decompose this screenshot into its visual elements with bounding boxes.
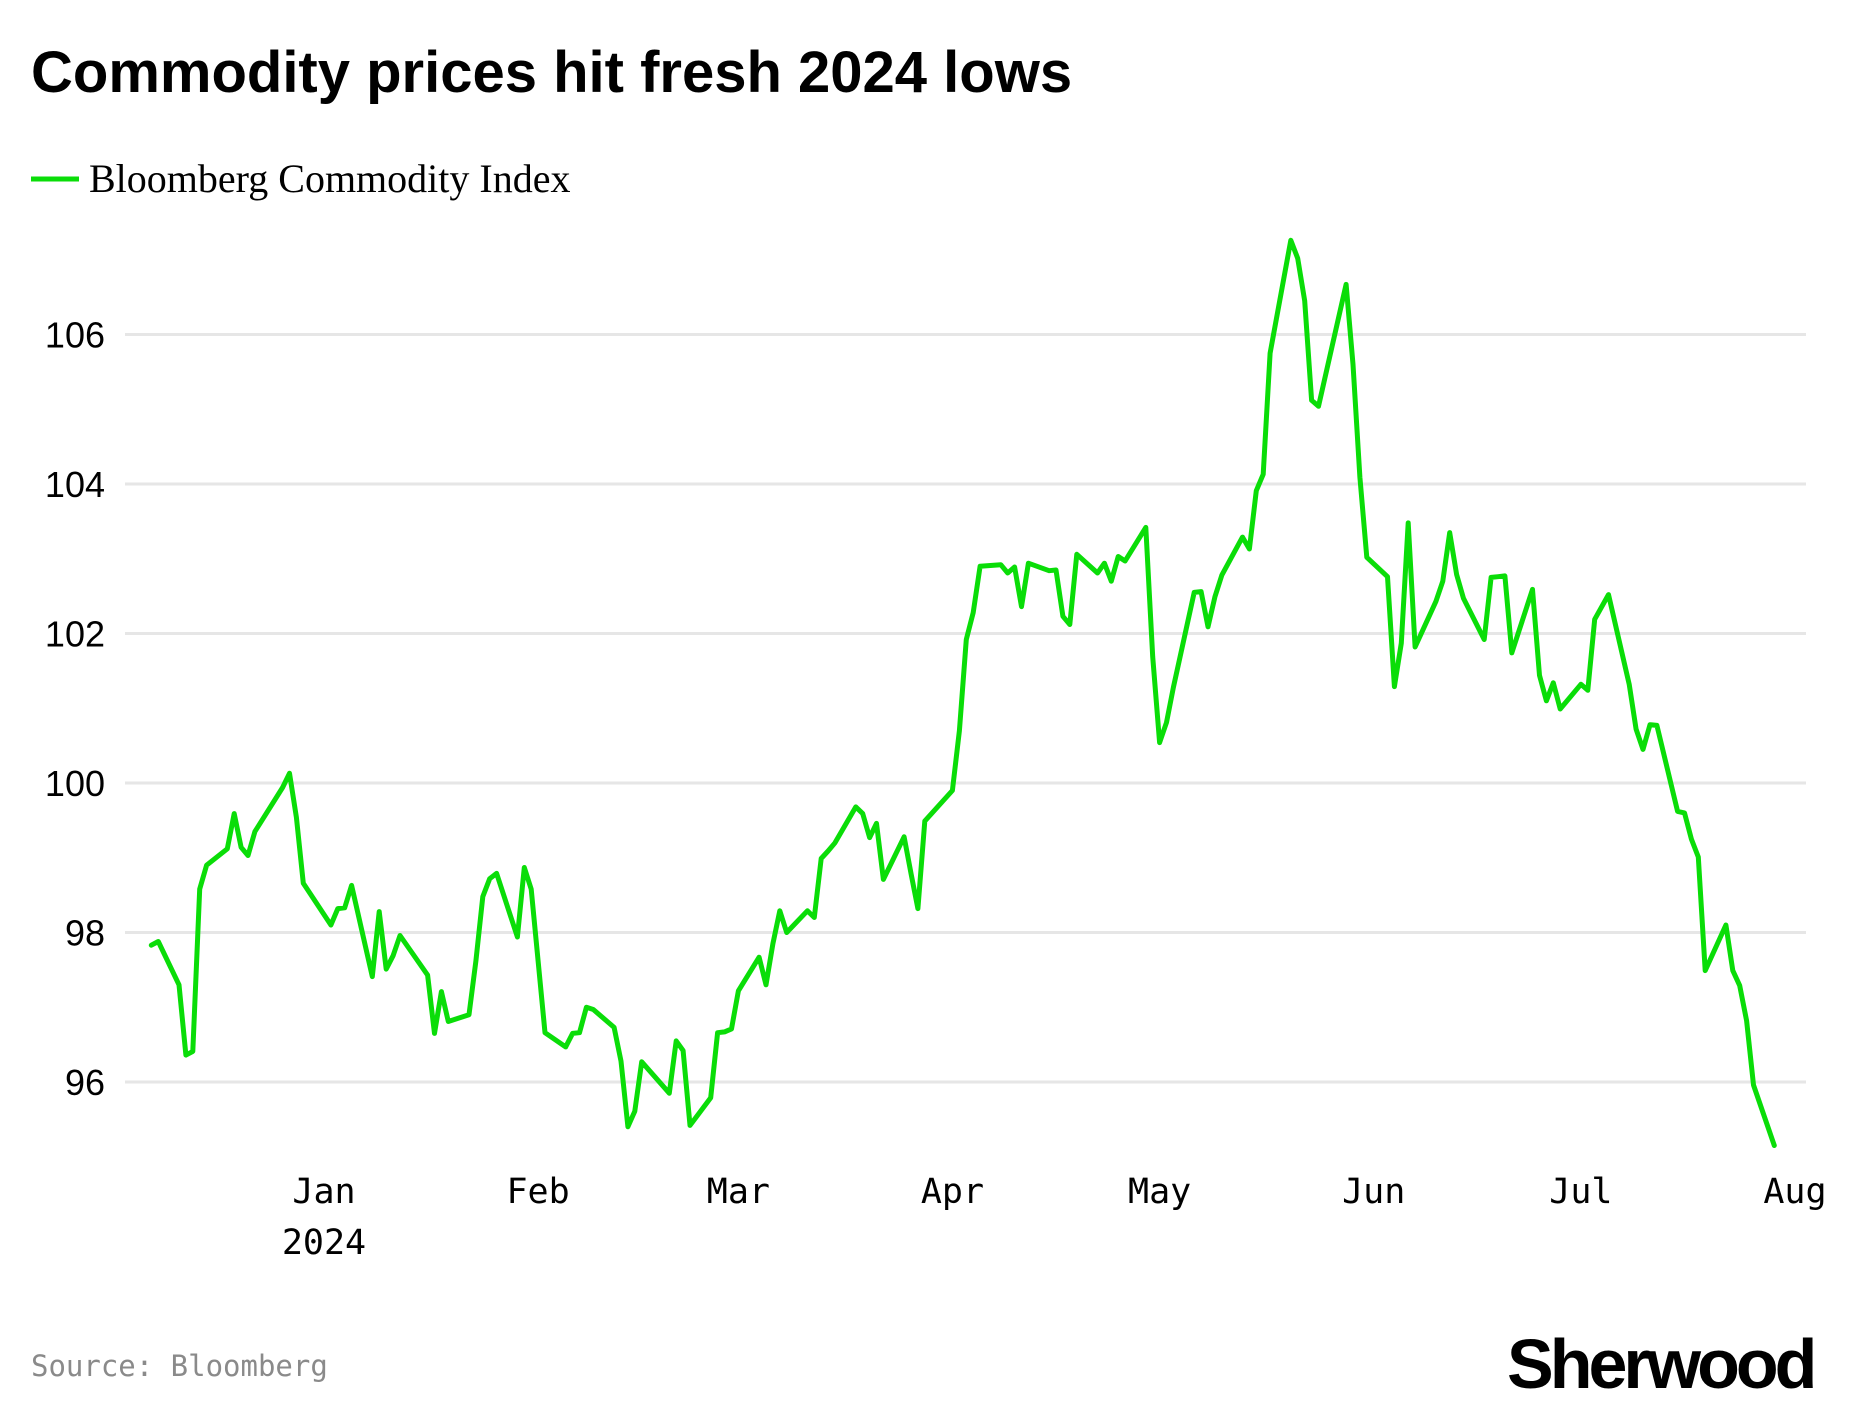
y-tick-label: 104 [45, 464, 105, 505]
source-note: Source: Bloomberg [31, 1349, 328, 1383]
sherwood-logo: Sherwood [1507, 1325, 1814, 1403]
y-tick-label: 106 [45, 315, 105, 356]
x-tick-label: May [1128, 1172, 1191, 1212]
y-tick-label: 96 [65, 1062, 105, 1103]
x-tick-label: Jun [1342, 1172, 1405, 1212]
y-tick-label: 100 [45, 763, 105, 804]
y-axis: 96 98 100 102 104 106 [45, 315, 105, 1104]
x-tick-label: Aug [1763, 1172, 1826, 1212]
legend: Bloomberg Commodity Index [31, 156, 570, 201]
x-tick-label: Jan [292, 1172, 355, 1212]
legend-label: Bloomberg Commodity Index [89, 156, 570, 201]
data-points [151, 240, 1775, 1146]
x-tick-label: Feb [506, 1172, 569, 1212]
y-tick-label: 102 [45, 614, 105, 655]
y-tick-label: 98 [65, 913, 105, 954]
x-tick-label: Mar [707, 1172, 770, 1212]
chart-title: Commodity prices hit fresh 2024 lows [31, 40, 1072, 105]
x-tick-year-label: 2024 [282, 1223, 366, 1263]
x-tick-label: Jul [1549, 1172, 1612, 1212]
gridlines [125, 333, 1806, 1084]
x-axis: Jan 2024 Feb Mar Apr May Jun Jul Aug [282, 1172, 1827, 1263]
x-tick-label: Apr [921, 1172, 984, 1212]
series-line-bloomberg-commodity-index [148, 237, 1777, 1148]
